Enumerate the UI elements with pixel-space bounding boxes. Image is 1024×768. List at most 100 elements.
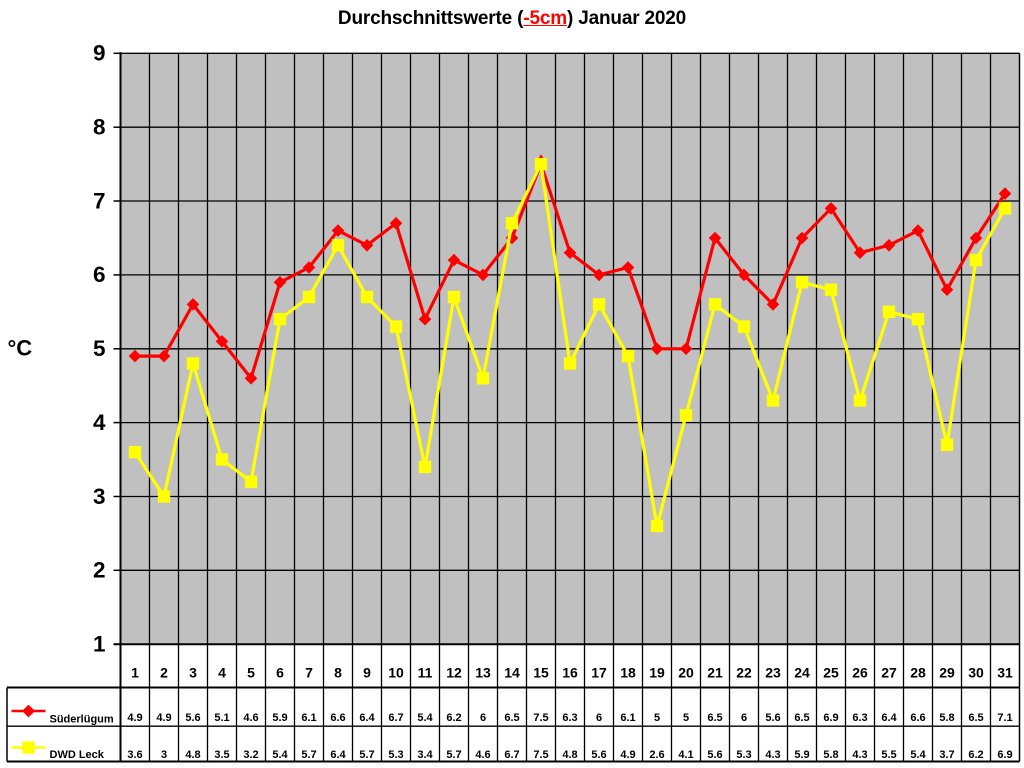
- svg-text:16: 16: [562, 665, 578, 681]
- svg-text:6.4: 6.4: [330, 749, 346, 761]
- svg-text:6.4: 6.4: [359, 712, 375, 724]
- svg-text:4.8: 4.8: [562, 749, 577, 761]
- svg-text:7: 7: [305, 665, 313, 681]
- svg-text:27: 27: [881, 665, 897, 681]
- svg-text:5.5: 5.5: [881, 749, 896, 761]
- svg-text:4.3: 4.3: [852, 749, 867, 761]
- svg-text:5.4: 5.4: [417, 712, 433, 724]
- svg-text:2: 2: [93, 558, 106, 583]
- svg-text:6.5: 6.5: [504, 712, 519, 724]
- svg-text:19: 19: [649, 665, 665, 681]
- svg-text:6.7: 6.7: [504, 749, 519, 761]
- svg-text:5: 5: [93, 336, 106, 361]
- svg-text:6.3: 6.3: [852, 712, 867, 724]
- svg-text:5.9: 5.9: [272, 712, 287, 724]
- svg-text:5.6: 5.6: [707, 749, 722, 761]
- svg-text:6.5: 6.5: [707, 712, 722, 724]
- svg-text:6.1: 6.1: [620, 712, 635, 724]
- svg-text:6.6: 6.6: [330, 712, 345, 724]
- svg-text:5: 5: [247, 665, 255, 681]
- svg-text:7.5: 7.5: [533, 712, 548, 724]
- svg-text:5.8: 5.8: [939, 712, 954, 724]
- svg-text:1: 1: [131, 665, 139, 681]
- svg-text:4.3: 4.3: [765, 749, 780, 761]
- svg-text:8: 8: [334, 665, 342, 681]
- svg-text:7: 7: [93, 188, 106, 213]
- svg-text:25: 25: [823, 665, 839, 681]
- svg-text:6.2: 6.2: [446, 712, 461, 724]
- svg-text:6: 6: [93, 262, 106, 287]
- svg-text:4.9: 4.9: [156, 712, 171, 724]
- svg-text:5.1: 5.1: [214, 712, 229, 724]
- svg-text:5.7: 5.7: [301, 749, 316, 761]
- svg-text:°C: °C: [8, 336, 33, 361]
- svg-text:28: 28: [910, 665, 926, 681]
- svg-text:4: 4: [93, 410, 106, 435]
- svg-text:3.4: 3.4: [417, 749, 433, 761]
- svg-text:23: 23: [765, 665, 781, 681]
- svg-text:5.6: 5.6: [185, 712, 200, 724]
- svg-text:6: 6: [276, 665, 284, 681]
- svg-text:3: 3: [189, 665, 197, 681]
- svg-text:5.3: 5.3: [736, 749, 751, 761]
- svg-text:6.1: 6.1: [301, 712, 316, 724]
- svg-text:3.5: 3.5: [214, 749, 229, 761]
- svg-text:29: 29: [939, 665, 955, 681]
- svg-text:5.6: 5.6: [591, 749, 606, 761]
- svg-text:2.6: 2.6: [649, 749, 664, 761]
- svg-text:4.8: 4.8: [185, 749, 200, 761]
- svg-text:11: 11: [418, 665, 433, 681]
- svg-text:4: 4: [218, 665, 226, 681]
- svg-text:5.6: 5.6: [765, 712, 780, 724]
- svg-text:3.6: 3.6: [127, 749, 142, 761]
- svg-text:4.1: 4.1: [678, 749, 693, 761]
- svg-text:4.9: 4.9: [620, 749, 635, 761]
- svg-text:18: 18: [620, 665, 636, 681]
- svg-text:6: 6: [741, 712, 747, 724]
- svg-text:Süderlügum: Süderlügum: [50, 714, 114, 726]
- svg-text:20: 20: [678, 665, 694, 681]
- svg-text:5: 5: [654, 712, 660, 724]
- svg-text:8: 8: [93, 115, 106, 140]
- svg-text:17: 17: [591, 665, 607, 681]
- svg-text:6.6: 6.6: [910, 712, 925, 724]
- svg-text:14: 14: [504, 665, 520, 681]
- svg-text:5.4: 5.4: [272, 749, 288, 761]
- svg-text:6.2: 6.2: [968, 749, 983, 761]
- svg-text:6: 6: [480, 712, 486, 724]
- svg-text:15: 15: [533, 665, 549, 681]
- svg-text:6.9: 6.9: [823, 712, 838, 724]
- svg-text:2: 2: [160, 665, 168, 681]
- svg-text:6.9: 6.9: [997, 749, 1012, 761]
- svg-text:1: 1: [93, 632, 106, 657]
- svg-text:24: 24: [794, 665, 810, 681]
- svg-text:5.3: 5.3: [388, 749, 403, 761]
- svg-text:6.4: 6.4: [881, 712, 897, 724]
- svg-text:3: 3: [93, 484, 106, 509]
- svg-text:22: 22: [736, 665, 752, 681]
- svg-text:6.3: 6.3: [562, 712, 577, 724]
- svg-text:31: 31: [997, 665, 1013, 681]
- svg-text:21: 21: [707, 665, 723, 681]
- svg-text:5.8: 5.8: [823, 749, 838, 761]
- svg-text:5.9: 5.9: [794, 749, 809, 761]
- svg-text:6.5: 6.5: [968, 712, 983, 724]
- svg-text:4.9: 4.9: [127, 712, 142, 724]
- svg-text:DWD Leck: DWD Leck: [50, 749, 105, 761]
- svg-text:5.4: 5.4: [910, 749, 926, 761]
- svg-text:3.7: 3.7: [939, 749, 954, 761]
- svg-text:7.1: 7.1: [997, 712, 1012, 724]
- svg-text:3: 3: [161, 749, 167, 761]
- svg-text:6.5: 6.5: [794, 712, 809, 724]
- svg-text:26: 26: [852, 665, 868, 681]
- svg-text:3.2: 3.2: [243, 749, 258, 761]
- svg-text:5: 5: [683, 712, 689, 724]
- svg-text:5.7: 5.7: [446, 749, 461, 761]
- svg-text:6: 6: [596, 712, 602, 724]
- svg-text:13: 13: [475, 665, 491, 681]
- svg-text:9: 9: [363, 665, 371, 681]
- svg-text:6.7: 6.7: [388, 712, 403, 724]
- svg-text:4.6: 4.6: [243, 712, 258, 724]
- svg-text:12: 12: [446, 665, 462, 681]
- svg-text:4.6: 4.6: [475, 749, 490, 761]
